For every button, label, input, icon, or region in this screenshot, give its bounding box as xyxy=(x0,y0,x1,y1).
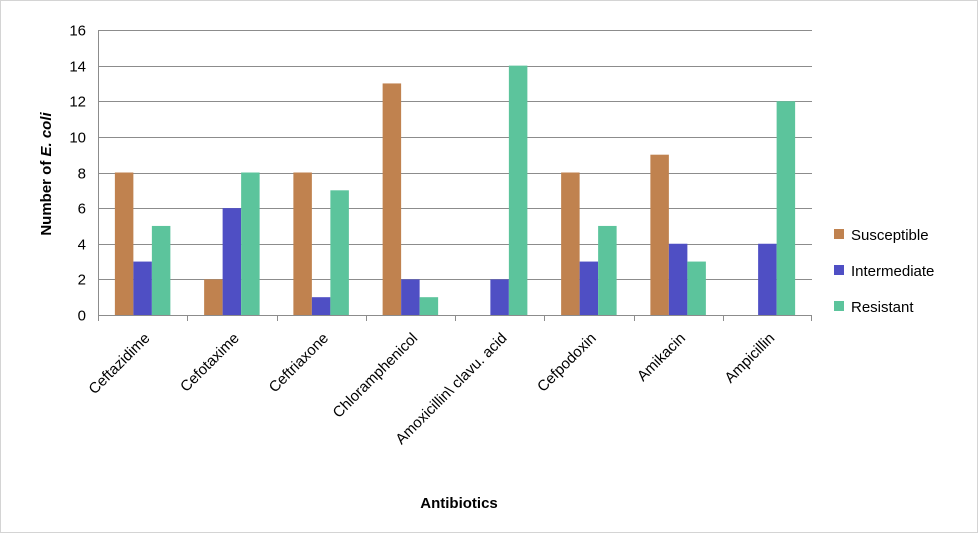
y-tick-labels: 0 2 4 6 8 10 12 14 16 xyxy=(69,23,86,325)
legend-item-intermediate: Intermediate xyxy=(834,263,934,280)
bar-susceptible xyxy=(650,154,669,315)
bar-intermediate xyxy=(401,279,420,315)
bar-susceptible xyxy=(293,172,312,315)
x-axis-title: Antibiotics xyxy=(420,495,498,512)
bar-intermediate xyxy=(311,297,331,315)
axes xyxy=(98,30,812,321)
y-tick-label: 10 xyxy=(69,130,86,147)
bar-susceptible xyxy=(204,279,223,315)
bar-resistant xyxy=(508,65,528,315)
legend-swatch xyxy=(834,229,844,239)
y-tick-label: 6 xyxy=(78,201,86,218)
y-tick-label: 12 xyxy=(69,94,86,111)
bar-intermediate xyxy=(758,243,777,315)
y-tick-label: 8 xyxy=(78,166,86,183)
bar-intermediate xyxy=(668,243,688,315)
bar-intermediate xyxy=(222,208,242,315)
bar-resistant xyxy=(241,172,260,315)
y-tick-label: 4 xyxy=(78,237,86,254)
bar-susceptible xyxy=(561,172,580,315)
bar-resistant xyxy=(151,225,171,315)
legend-label: Resistant xyxy=(851,299,914,316)
y-tick-label: 16 xyxy=(69,23,86,40)
bar-intermediate xyxy=(490,279,509,315)
bar-resistant xyxy=(419,297,439,315)
y-axis-title: Number of E. coli xyxy=(38,111,55,235)
legend-label: Susceptible xyxy=(851,227,929,244)
bar-resistant xyxy=(687,261,706,315)
legend-swatch xyxy=(834,301,844,311)
bars xyxy=(114,65,796,315)
bar-resistant xyxy=(776,101,796,315)
y-tick-label: 2 xyxy=(78,272,86,289)
y-tick-label: 0 xyxy=(78,308,86,325)
y-axis-title-italic: E. coli xyxy=(38,111,55,156)
legend-label: Intermediate xyxy=(851,263,934,280)
y-tick-label: 14 xyxy=(69,59,86,76)
y-axis-title-prefix: Number of xyxy=(38,157,55,236)
legend-item-resistant: Resistant xyxy=(834,299,914,316)
legend-swatch xyxy=(834,265,844,275)
legend: Susceptible Intermediate Resistant xyxy=(834,227,934,316)
bar-susceptible xyxy=(382,83,402,315)
bar-intermediate xyxy=(133,261,152,315)
bar-resistant xyxy=(330,190,349,315)
legend-item-susceptible: Susceptible xyxy=(834,227,929,244)
bar-intermediate xyxy=(579,261,599,315)
bar-resistant xyxy=(598,225,617,315)
bar-susceptible xyxy=(114,172,134,315)
